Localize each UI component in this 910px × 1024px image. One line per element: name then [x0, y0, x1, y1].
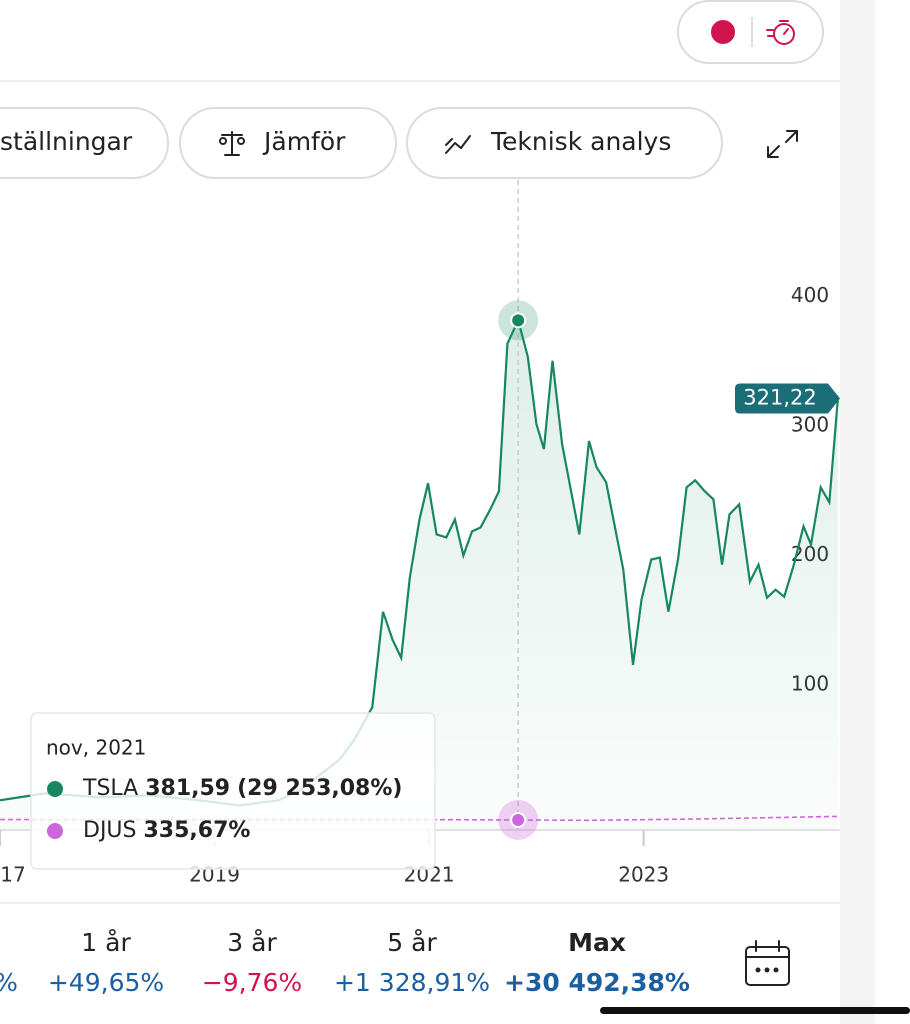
live-dot: [711, 20, 735, 44]
y-tick-label: 300: [791, 413, 829, 437]
calendar-icon[interactable]: [745, 940, 790, 986]
pill[interactable]: [677, 0, 824, 64]
period-change[interactable]: +49,65%: [48, 968, 164, 997]
side-strip: [840, 0, 875, 1024]
legend-dot: [47, 781, 63, 797]
hover-dot: [510, 312, 527, 329]
timer-icon: [766, 20, 795, 45]
live-pill[interactable]: [677, 0, 824, 64]
area-fill: [0, 320, 838, 830]
period-label[interactable]: 5 år: [387, 928, 437, 957]
expand-icon[interactable]: [767, 130, 798, 158]
period-change[interactable]: +1 328,91%: [334, 968, 490, 997]
tooltip-value: 381,59: [145, 776, 230, 801]
settings-button[interactable]: [0, 107, 169, 179]
tooltip-date: nov, 2021: [46, 736, 146, 760]
tooltip-change: (29 253,08%): [237, 776, 402, 801]
button-label[interactable]: Teknisk analys: [490, 127, 671, 156]
tooltip-row: DJUS 335,67%: [83, 818, 250, 843]
hover-dot: [510, 811, 527, 828]
compare-button[interactable]: [179, 107, 397, 179]
series-name: TSLA: [82, 776, 138, 801]
periods: % 1 år +49,65% 3 år −9,76% 5 år +1 328,9…: [0, 928, 790, 997]
line: [0, 317, 839, 807]
button-label[interactable]: Jämför: [262, 127, 346, 156]
scale-icon: [219, 131, 245, 156]
period-label[interactable]: 3 år: [227, 928, 277, 957]
home-indicator: [600, 1007, 910, 1014]
series-name: DJUS: [83, 818, 137, 843]
button-label[interactable]: ställningar: [0, 127, 133, 156]
analysis-icon: [445, 135, 471, 154]
period-change[interactable]: −9,76%: [202, 968, 302, 997]
x-tick-label: 2023: [618, 863, 669, 887]
period-change[interactable]: +30 492,38%: [504, 968, 690, 997]
analysis-button[interactable]: [406, 107, 723, 179]
tooltip: [30, 712, 436, 870]
tooltip-value: 335,67%: [144, 818, 251, 843]
period-label[interactable]: 1 år: [81, 928, 131, 957]
period-label[interactable]: Max: [568, 928, 626, 957]
y-tick-label: 400: [791, 283, 829, 307]
legend-dot: [47, 823, 63, 839]
period-change[interactable]: %: [0, 968, 18, 997]
price-tag: [735, 383, 840, 414]
price-tag-label: 321,22: [743, 386, 816, 410]
tooltip-row: TSLA 381,59 (29 253,08%): [82, 776, 402, 801]
toolbar: ställningar Jämför Teknisk analys: [0, 107, 798, 179]
x-tick-label: 17: [0, 863, 25, 887]
